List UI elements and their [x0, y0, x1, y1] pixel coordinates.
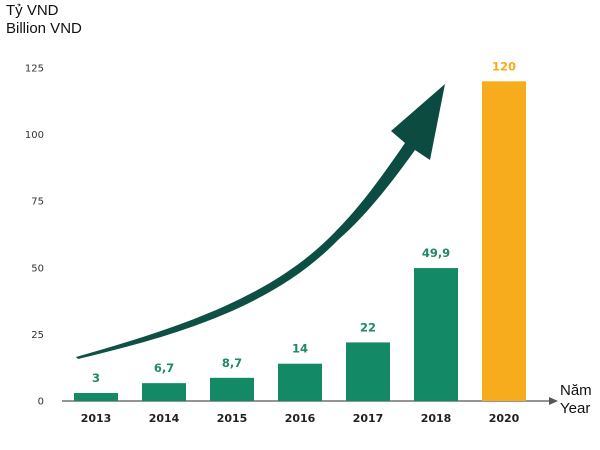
bar-2020	[482, 81, 526, 401]
x-axis-arrowhead	[549, 397, 558, 405]
bar-2016	[278, 363, 322, 401]
x-unit-line-2: Year	[560, 400, 591, 417]
x-tick-label: 2014	[149, 412, 180, 425]
data-label-2020: 120	[492, 59, 516, 73]
y-tick-label: 75	[31, 197, 44, 208]
y-tick-label: 50	[31, 263, 44, 274]
data-label-2015: 8,7	[222, 356, 242, 370]
x-tick-label: 2018	[421, 412, 452, 425]
x-tick-label: 2016	[285, 412, 316, 425]
data-label-2016: 14	[292, 342, 308, 356]
data-label-2013: 3	[92, 371, 100, 385]
x-tick-label: 2013	[81, 412, 112, 425]
bar-2017	[346, 342, 390, 401]
x-unit-line-1: Năm	[560, 382, 592, 399]
bar-2018	[414, 268, 458, 401]
x-tick-label: 2020	[489, 412, 520, 425]
growth-trend-arrow	[76, 84, 445, 359]
bar-2015	[210, 377, 254, 401]
data-label-2014: 6,7	[154, 361, 174, 375]
y-tick-label: 125	[25, 64, 44, 75]
y-axis-unit-label: Tỷ VND Billion VND	[6, 2, 82, 38]
y-tick-label: 100	[25, 130, 44, 141]
y-unit-line-1: Tỷ VND	[6, 2, 59, 19]
y-tick-label: 0	[38, 397, 44, 408]
bar-2013	[74, 393, 118, 401]
y-tick-label: 25	[31, 330, 44, 341]
bar-2014	[142, 383, 186, 401]
x-tick-label: 2015	[217, 412, 248, 425]
data-label-2018: 49,9	[422, 246, 450, 260]
x-axis-unit-label: Năm Year	[560, 382, 592, 418]
y-unit-line-2: Billion VND	[6, 20, 82, 37]
data-label-2017: 22	[360, 320, 376, 334]
x-tick-label: 2017	[353, 412, 384, 425]
